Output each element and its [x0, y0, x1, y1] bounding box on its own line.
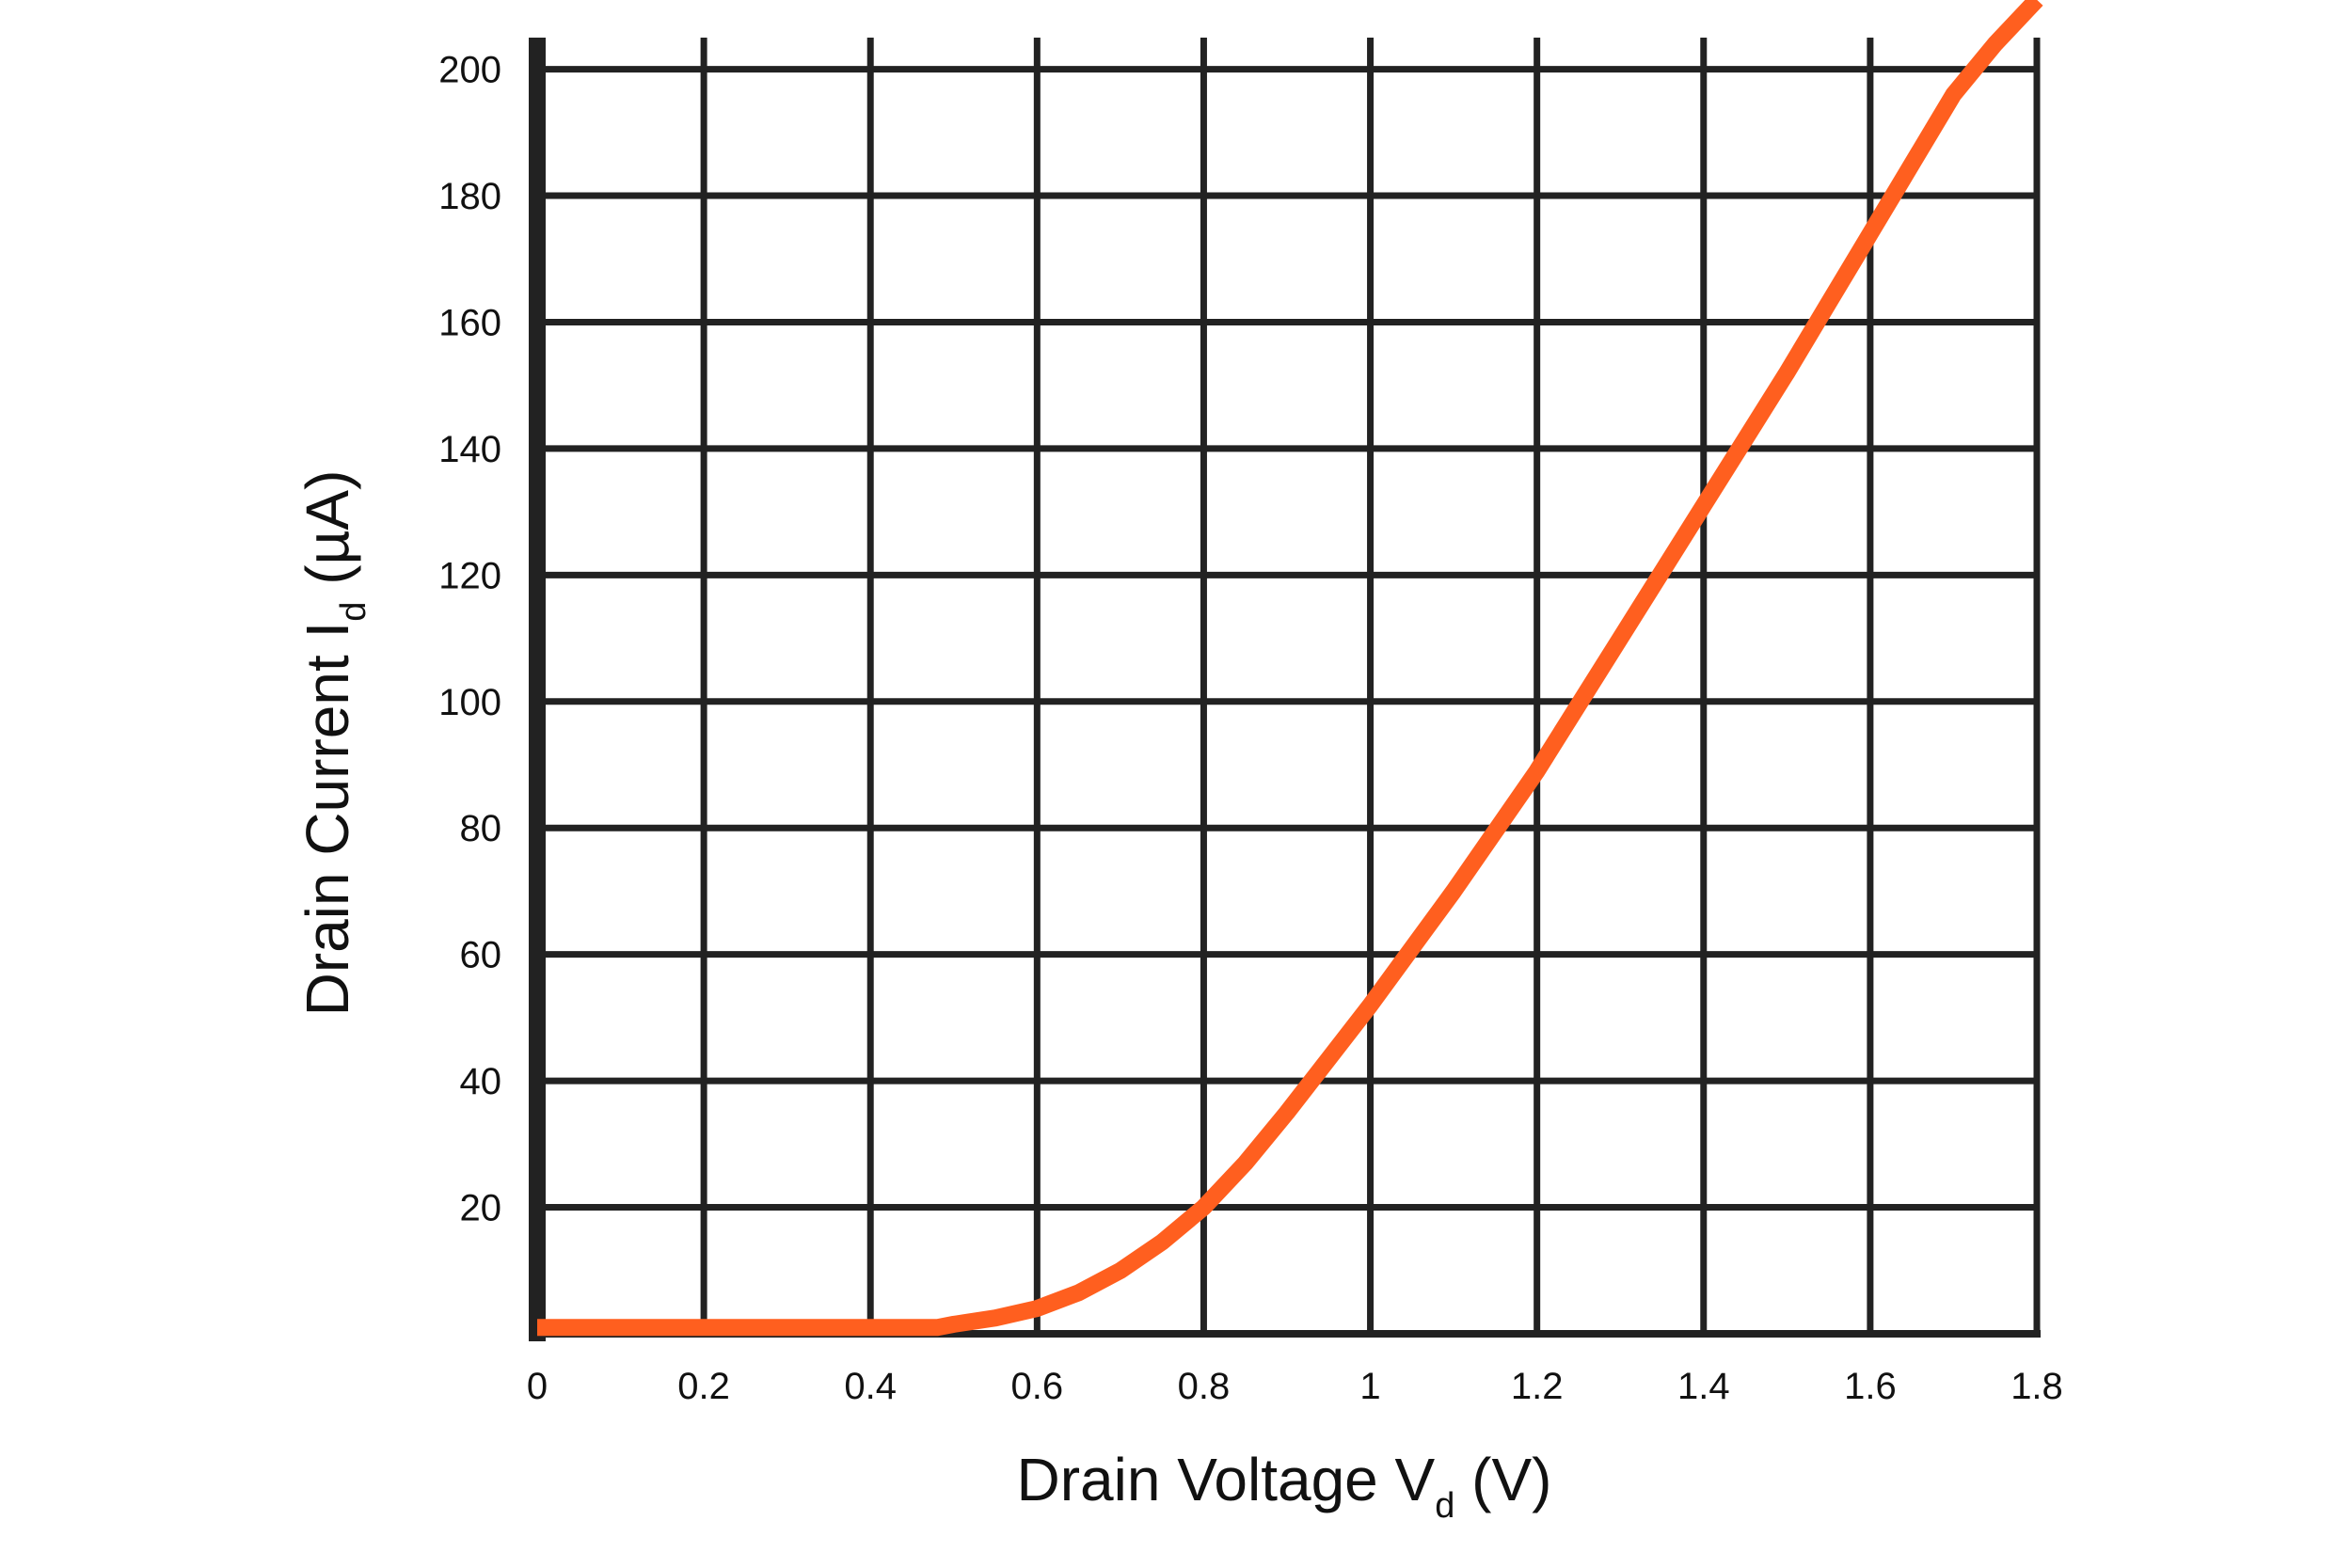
vertical-grid-lines [700, 38, 2041, 1334]
y-axis-title-unit: (µA) [294, 470, 361, 602]
x-tick-label-0.6: 0.6 [1011, 1366, 1064, 1407]
y-tick-label-200: 200 [438, 50, 501, 91]
x-tick-label-0.2: 0.2 [677, 1366, 730, 1407]
x-tick-label-0: 0 [527, 1366, 548, 1407]
series-layer [537, 0, 2043, 1337]
series-line-0 [537, 0, 2043, 1337]
x-tick-label-1.6: 1.6 [1844, 1366, 1897, 1407]
x-tick-labels: 0 0.2 0.4 0.6 0.8 1 1.2 1.4 1.6 1.8 [527, 1366, 2063, 1407]
y-tick-label-40: 40 [460, 1061, 502, 1102]
horizontal-grid-lines [537, 66, 2037, 1212]
x-tick-label-1: 1 [1359, 1366, 1380, 1407]
y-tick-label-20: 20 [460, 1188, 502, 1229]
y-tick-label-140: 140 [438, 429, 501, 470]
y-tick-label-80: 80 [460, 808, 502, 849]
x-tick-label-0.8: 0.8 [1178, 1366, 1231, 1407]
y-tick-label-60: 60 [460, 935, 502, 976]
y-axis-title-main: Drain Current I [294, 622, 361, 1017]
y-tick-label-160: 160 [438, 302, 501, 343]
x-tick-label-1.8: 1.8 [2010, 1366, 2063, 1407]
y-axis-title: Drain Current Id (µA) [294, 470, 373, 1017]
y-axis-title-subscript: d [334, 602, 373, 622]
y-tick-label-120: 120 [438, 555, 501, 596]
x-axis-title-unit: (V) [1454, 1446, 1551, 1513]
x-tick-label-1.2: 1.2 [1511, 1366, 1564, 1407]
x-tick-label-0.4: 0.4 [844, 1366, 897, 1407]
y-tick-labels: 20 40 60 80 100 120 140 160 180 200 [438, 50, 501, 1229]
x-axis-title-main: Drain Voltage V [1017, 1446, 1436, 1513]
axes [529, 38, 2041, 1341]
x-axis-title: Drain Voltage Vd (V) [1017, 1446, 1552, 1526]
x-axis-title-subscript: d [1435, 1486, 1454, 1526]
y-tick-label-180: 180 [438, 176, 501, 217]
x-tick-label-1.4: 1.4 [1677, 1366, 1730, 1407]
y-tick-label-100: 100 [438, 682, 501, 723]
